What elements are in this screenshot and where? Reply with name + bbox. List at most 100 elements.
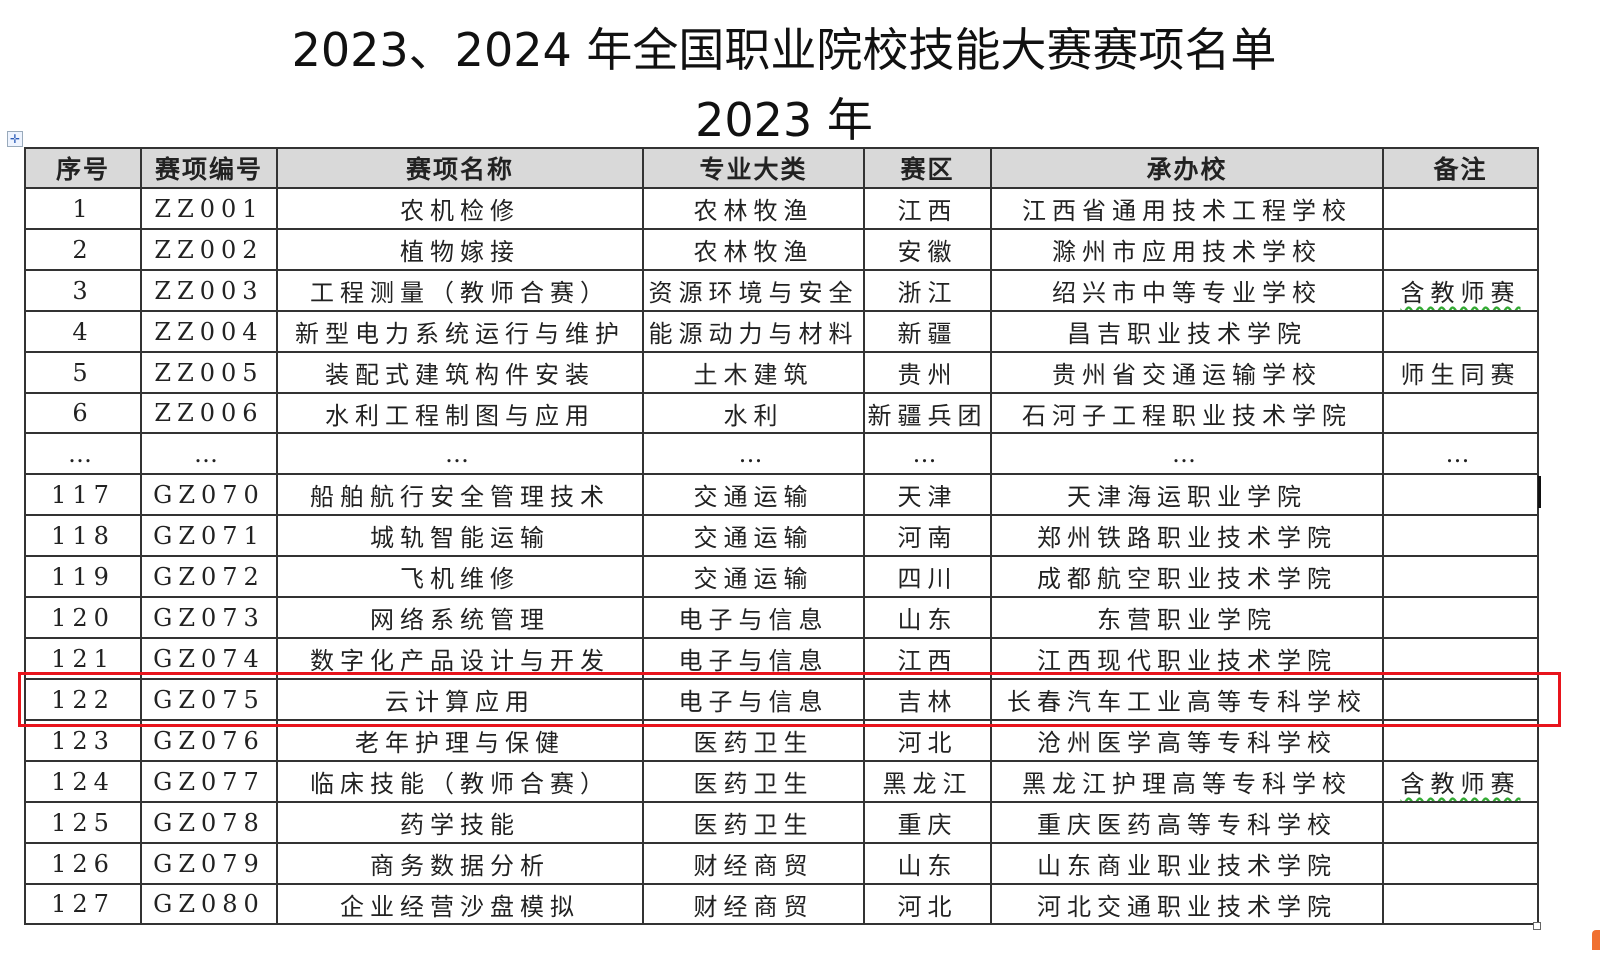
cell-category: 医药卫生 bbox=[642, 719, 865, 762]
cell-host-school: 昌吉职业技术学院 bbox=[990, 310, 1384, 353]
cell-host-school: 绍兴市中等专业学校 bbox=[990, 269, 1384, 312]
table-row: 117 GZ070 船舶航行安全管理技术 交通运输 天津 天津海运职业学院 bbox=[24, 473, 1539, 516]
header-host-school: 承办校 bbox=[990, 147, 1384, 189]
cell-region: 河北 bbox=[863, 719, 992, 762]
cell-event-name: 老年护理与保健 bbox=[276, 719, 644, 762]
cell-remark: 含教师赛 bbox=[1382, 269, 1539, 312]
table-resize-handle[interactable] bbox=[1533, 922, 1541, 930]
cell-index: 120 bbox=[24, 596, 142, 639]
cell-index: 119 bbox=[24, 555, 142, 598]
cell-event-name: 船舶航行安全管理技术 bbox=[276, 473, 644, 516]
cell-remark bbox=[1382, 514, 1539, 557]
table-row: 2 ZZ002 植物嫁接 农林牧渔 安徽 滁州市应用技术学校 bbox=[24, 228, 1539, 271]
cell-host-school: 郑州铁路职业技术学院 bbox=[990, 514, 1384, 557]
table-row: 118 GZ071 城轨智能运输 交通运输 河南 郑州铁路职业技术学院 bbox=[24, 514, 1539, 557]
table-row: 5 ZZ005 装配式建筑构件安装 土木建筑 贵州 贵州省交通运输学校 师生同赛 bbox=[24, 351, 1539, 394]
document-title: 2023、2024 年全国职业院校技能大赛赛项名单 bbox=[291, 23, 1277, 77]
cell-region: 四川 bbox=[863, 555, 992, 598]
header-code: 赛项编号 bbox=[140, 147, 278, 189]
cell-event-name: 新型电力系统运行与维护 bbox=[276, 310, 644, 353]
cell-host-school: 石河子工程职业技术学院 bbox=[990, 392, 1384, 434]
cell-region: 吉林 bbox=[863, 678, 992, 721]
cell-region: 浙江 bbox=[863, 269, 992, 312]
cell-remark bbox=[1382, 842, 1539, 885]
cell-event-name: 商务数据分析 bbox=[276, 842, 644, 885]
cell-category: 能源动力与材料 bbox=[642, 310, 865, 353]
cell-code: GZ076 bbox=[140, 719, 278, 762]
table-row: 6 ZZ006 水利工程制图与应用 水利 新疆兵团 石河子工程职业技术学院 bbox=[24, 392, 1539, 434]
cell-region: 山东 bbox=[863, 596, 992, 639]
cell-index: 125 bbox=[24, 801, 142, 844]
cell-index: 6 bbox=[24, 392, 142, 434]
cell-remark bbox=[1382, 801, 1539, 844]
cell-index: 117 bbox=[24, 473, 142, 516]
cell-remark bbox=[1382, 392, 1539, 434]
cell-host-school: 成都航空职业技术学院 bbox=[990, 555, 1384, 598]
table-row: 123 GZ076 老年护理与保健 医药卫生 河北 沧州医学高等专科学校 bbox=[24, 719, 1539, 762]
cell-code: GZ074 bbox=[140, 637, 278, 680]
document-subtitle: 2023 年 bbox=[695, 93, 873, 147]
cell-index: 3 bbox=[24, 269, 142, 312]
table-row: 3 ZZ003 工程测量（教师合赛） 资源环境与安全 浙江 绍兴市中等专业学校 含教师赛 bbox=[24, 269, 1539, 312]
move-cross-icon[interactable]: ✛ bbox=[7, 131, 23, 147]
cell-remark bbox=[1382, 187, 1539, 230]
cell-region: 重庆 bbox=[863, 801, 992, 844]
cell-category: 医药卫生 bbox=[642, 760, 865, 803]
cell-host-school: 天津海运职业学院 bbox=[990, 473, 1384, 516]
cell-region: … bbox=[863, 432, 992, 475]
corner-decoration bbox=[1592, 930, 1600, 950]
cell-event-name: 工程测量（教师合赛） bbox=[276, 269, 644, 312]
cell-event-name: 临床技能（教师合赛） bbox=[276, 760, 644, 803]
cell-index: 121 bbox=[24, 637, 142, 680]
cell-remark: … bbox=[1382, 432, 1539, 475]
cell-index: 127 bbox=[24, 883, 142, 925]
cell-category: 财经商贸 bbox=[642, 842, 865, 885]
table-header-row: 序号 赛项编号 赛项名称 专业大类 赛区 承办校 备注 bbox=[24, 147, 1539, 189]
cell-event-name: 云计算应用 bbox=[276, 678, 644, 721]
cell-index: 122 bbox=[24, 678, 142, 721]
cell-host-school: 黑龙江护理高等专科学校 bbox=[990, 760, 1384, 803]
cell-host-school: 沧州医学高等专科学校 bbox=[990, 719, 1384, 762]
cell-event-name: 企业经营沙盘模拟 bbox=[276, 883, 644, 925]
cell-event-name: 药学技能 bbox=[276, 801, 644, 844]
cell-index: 1 bbox=[24, 187, 142, 230]
cell-category: 电子与信息 bbox=[642, 637, 865, 680]
cell-region: 河北 bbox=[863, 883, 992, 925]
cell-index: 123 bbox=[24, 719, 142, 762]
table-row: 126 GZ079 商务数据分析 财经商贸 山东 山东商业职业技术学院 bbox=[24, 842, 1539, 885]
cell-code: ZZ005 bbox=[140, 351, 278, 394]
header-index: 序号 bbox=[24, 147, 142, 189]
cell-remark bbox=[1382, 637, 1539, 680]
cell-event-name: 植物嫁接 bbox=[276, 228, 644, 271]
cell-index: 4 bbox=[24, 310, 142, 353]
cell-remark bbox=[1382, 310, 1539, 353]
cell-region: 河南 bbox=[863, 514, 992, 557]
cell-event-name: 水利工程制图与应用 bbox=[276, 392, 644, 434]
cell-category: 电子与信息 bbox=[642, 596, 865, 639]
cell-code: GZ078 bbox=[140, 801, 278, 844]
table-row: 125 GZ078 药学技能 医药卫生 重庆 重庆医药高等专科学校 bbox=[24, 801, 1539, 844]
cell-code: GZ080 bbox=[140, 883, 278, 925]
cell-remark bbox=[1382, 228, 1539, 271]
cell-host-school: 河北交通职业技术学院 bbox=[990, 883, 1384, 925]
table-row: 121 GZ074 数字化产品设计与开发 电子与信息 江西 江西现代职业技术学院 bbox=[24, 637, 1539, 680]
cell-host-school: 贵州省交通运输学校 bbox=[990, 351, 1384, 394]
cell-host-school: 长春汽车工业高等专科学校 bbox=[990, 678, 1384, 721]
header-event-name: 赛项名称 bbox=[276, 147, 644, 189]
text-cursor bbox=[1538, 476, 1541, 508]
cell-category: 农林牧渔 bbox=[642, 187, 865, 230]
cell-event-name: 装配式建筑构件安装 bbox=[276, 351, 644, 394]
cell-category: 农林牧渔 bbox=[642, 228, 865, 271]
cell-host-school: 山东商业职业技术学院 bbox=[990, 842, 1384, 885]
cell-event-name: 数字化产品设计与开发 bbox=[276, 637, 644, 680]
table-row: ………………… bbox=[24, 432, 1539, 475]
table-row: 4 ZZ004 新型电力系统运行与维护 能源动力与材料 新疆 昌吉职业技术学院 bbox=[24, 310, 1539, 353]
table-row: 1 ZZ001 农机检修 农林牧渔 江西 江西省通用技术工程学校 bbox=[24, 187, 1539, 230]
cell-index: 124 bbox=[24, 760, 142, 803]
cell-code: GZ073 bbox=[140, 596, 278, 639]
cell-remark bbox=[1382, 555, 1539, 598]
cell-region: 贵州 bbox=[863, 351, 992, 394]
cell-index: 2 bbox=[24, 228, 142, 271]
cell-host-school: 重庆医药高等专科学校 bbox=[990, 801, 1384, 844]
cell-event-name: 网络系统管理 bbox=[276, 596, 644, 639]
